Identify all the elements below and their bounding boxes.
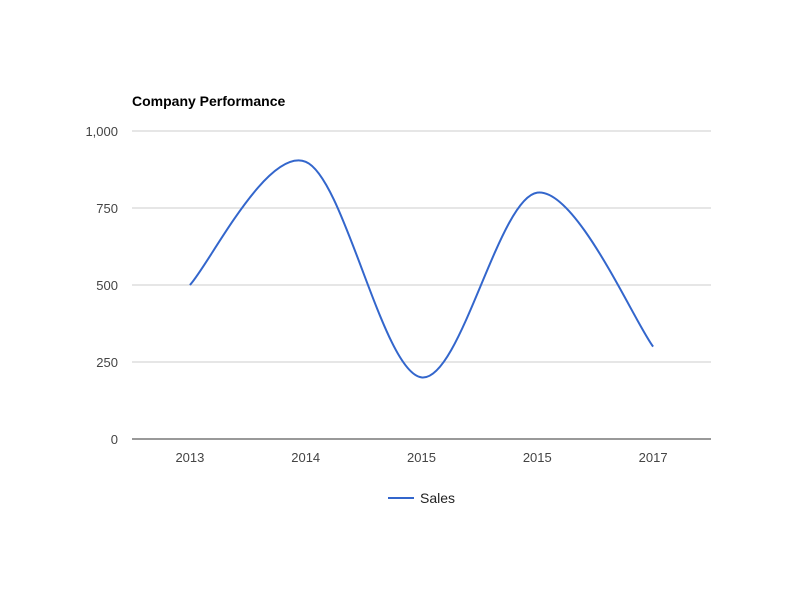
series-line-sales[interactable] [189, 159, 654, 379]
y-axis-ticks: 0 250 500 750 1,000 [85, 124, 118, 447]
y-tick-label: 1,000 [85, 124, 118, 139]
y-tick-label: 0 [111, 432, 118, 447]
x-tick-label: 2013 [175, 450, 204, 465]
x-tick-label: 2015 [523, 450, 552, 465]
series-lines [189, 159, 654, 379]
y-tick-label: 500 [96, 278, 118, 293]
y-tick-label: 750 [96, 201, 118, 216]
legend-label-sales: Sales [420, 490, 455, 506]
y-tick-label: 250 [96, 355, 118, 370]
chart-title: Company Performance [132, 93, 285, 109]
x-axis-ticks: 2013 2014 2015 2015 2017 [175, 450, 667, 465]
x-tick-label: 2017 [639, 450, 668, 465]
x-tick-label: 2015 [407, 450, 436, 465]
legend[interactable]: Sales [388, 490, 455, 506]
x-tick-label: 2014 [291, 450, 320, 465]
gridlines [132, 130, 711, 363]
